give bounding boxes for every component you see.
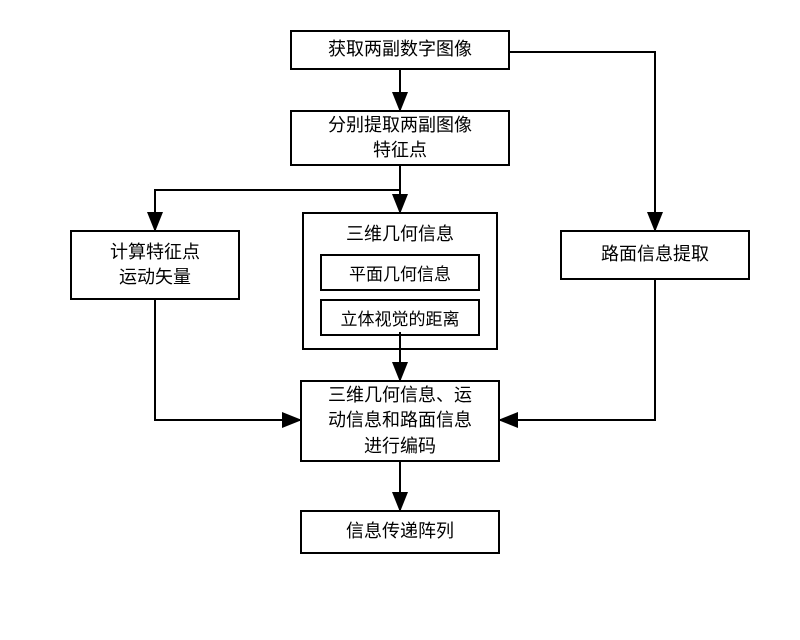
node-stereo-distance: 立体视觉的距离	[320, 299, 480, 336]
node-3d-geometry-container: 三维几何信息 平面几何信息 立体视觉的距离	[302, 212, 498, 350]
node-encode: 三维几何信息、运 动信息和路面信息 进行编码	[300, 380, 500, 462]
node-transfer-array: 信息传递阵列	[300, 510, 500, 554]
edge-n3-n6	[155, 300, 300, 420]
inner-label: 平面几何信息	[349, 265, 451, 284]
node-label-line1: 三维几何信息、运	[328, 383, 472, 408]
node-label-line2: 运动矢量	[119, 265, 191, 290]
node-label-line2: 特征点	[373, 138, 427, 163]
node-label-line2: 动信息和路面信息	[328, 408, 472, 433]
node-extract-features: 分别提取两副图像 特征点	[290, 110, 510, 166]
node-label-line1: 计算特征点	[110, 240, 200, 265]
node-plane-geometry: 平面几何信息	[320, 254, 480, 291]
node-label: 路面信息提取	[601, 242, 709, 267]
node-label-line3: 进行编码	[364, 434, 436, 459]
node-acquire-images: 获取两副数字图像	[290, 30, 510, 70]
node-label-line1: 分别提取两副图像	[328, 113, 472, 138]
edge-n1-n5	[510, 52, 655, 230]
container-title: 三维几何信息	[346, 220, 454, 246]
node-label: 获取两副数字图像	[328, 37, 472, 62]
inner-label: 立体视觉的距离	[341, 310, 460, 329]
edge-n5-n6	[500, 280, 655, 420]
node-label: 信息传递阵列	[346, 519, 454, 544]
node-road-info: 路面信息提取	[560, 230, 750, 280]
node-motion-vector: 计算特征点 运动矢量	[70, 230, 240, 300]
